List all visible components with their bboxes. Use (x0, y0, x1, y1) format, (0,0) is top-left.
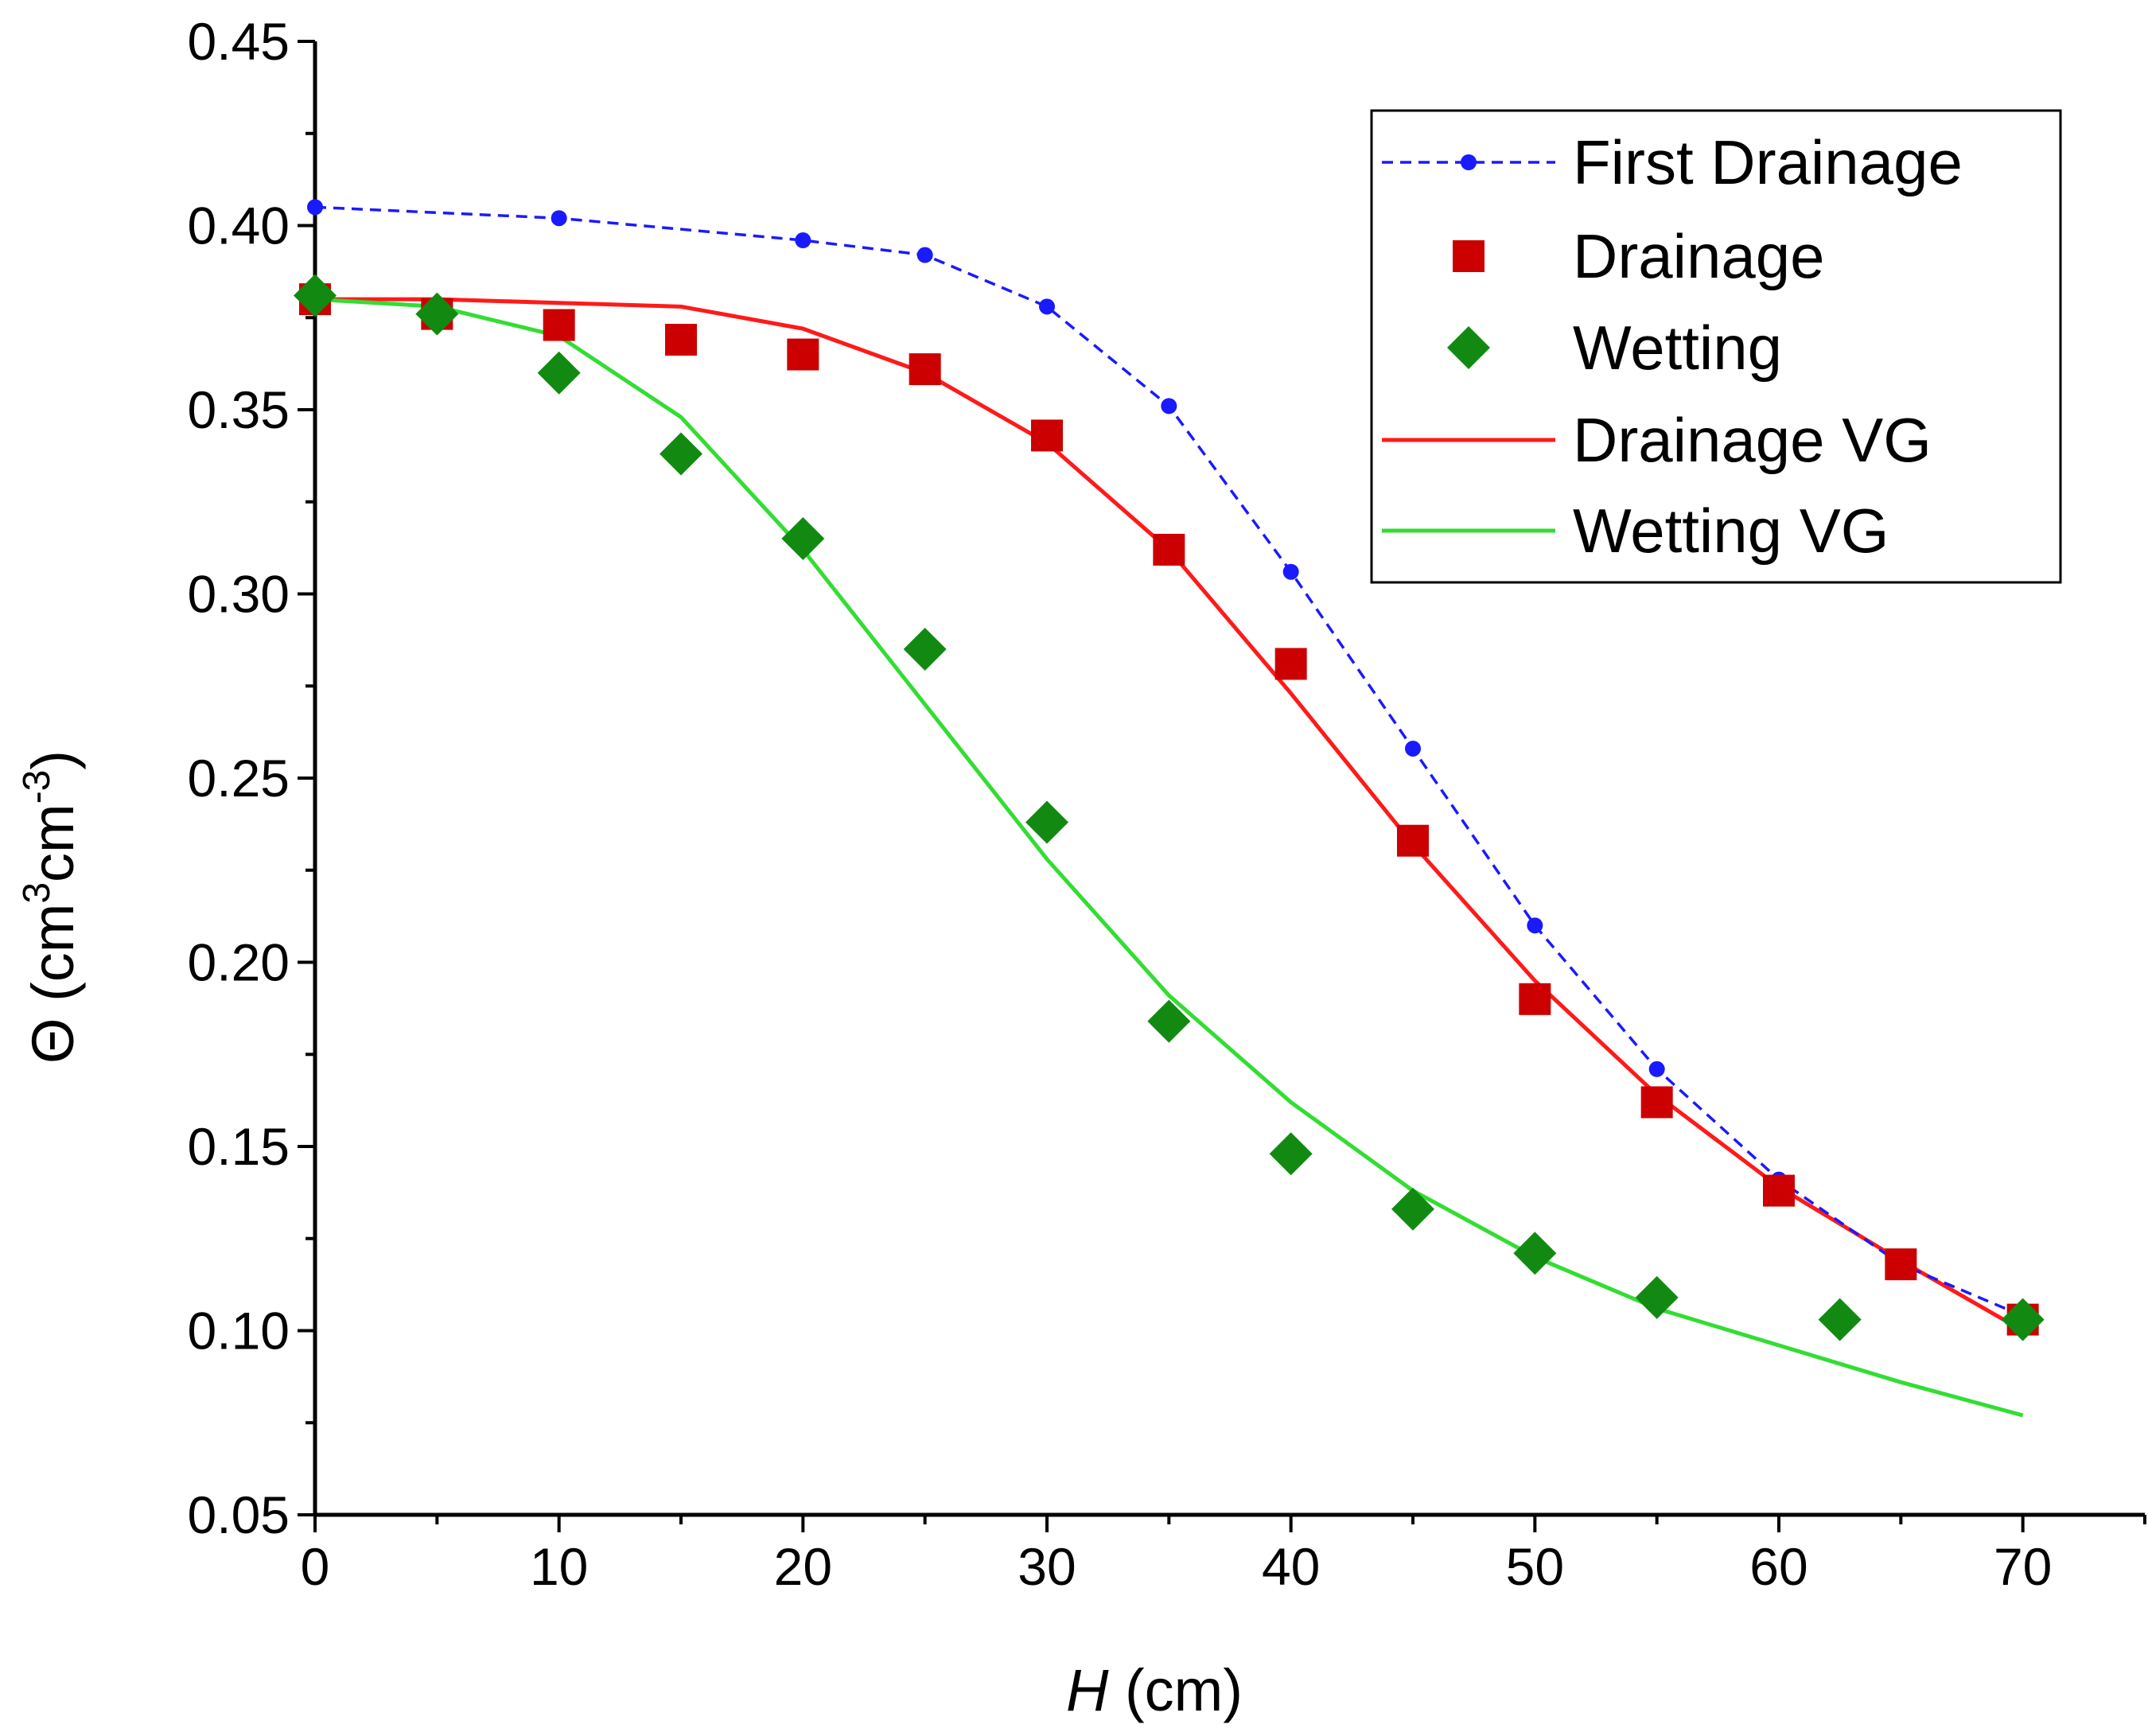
legend-label: Wetting VG (1573, 496, 1889, 566)
wetting-point (1391, 1187, 1434, 1231)
y-axis-label-end: ) (20, 750, 86, 770)
wetting-point (415, 292, 459, 336)
first-drainage-point (1282, 563, 1299, 580)
wetting-point (1025, 800, 1068, 844)
drainage-point (1640, 1086, 1673, 1119)
y-tick-label: 0.40 (188, 197, 290, 255)
drainage-point (787, 338, 819, 371)
drainage-point (1397, 824, 1429, 857)
x-tick-label: 60 (1749, 1537, 1808, 1596)
y-tick-label: 0.20 (188, 933, 290, 992)
y-tick-label: 0.30 (188, 565, 290, 624)
first-drainage-point (307, 199, 323, 216)
wetting-point (537, 351, 581, 395)
legend-drainage-marker (1453, 240, 1485, 272)
x-axis-variable: H (1066, 1657, 1109, 1723)
wetting-vg-line (314, 297, 2024, 1418)
legend-first-drainage-marker (1461, 154, 1477, 170)
first-drainage-point (1161, 398, 1177, 415)
wetting-point (1818, 1298, 1862, 1341)
drainage-point (909, 353, 941, 386)
x-tick-label: 40 (1262, 1537, 1320, 1596)
wetting-point (1147, 999, 1191, 1043)
drainage-point (665, 324, 697, 356)
y-axis-label-main: Θ (cm (20, 904, 86, 1064)
first-drainage-point (916, 247, 933, 263)
wetting-point (294, 274, 337, 317)
drainage-point (1519, 983, 1551, 1015)
drainage-point (1031, 419, 1063, 452)
legend-label: Drainage (1573, 221, 1825, 291)
legend-label: First Drainage (1573, 127, 1963, 197)
x-tick-label: 30 (1018, 1537, 1076, 1596)
first-drainage-point (551, 210, 567, 227)
x-tick-label: 0 (301, 1537, 330, 1596)
y-tick-label: 0.10 (188, 1302, 290, 1360)
y-tick-label: 0.45 (188, 12, 290, 71)
y-tick-label: 0.05 (188, 1485, 290, 1544)
legend: First Drainage Drainage Wetting Drainage VG… (1370, 109, 2062, 584)
first-drainage-point (1648, 1061, 1665, 1077)
legend-label: Drainage VG (1573, 405, 1932, 475)
y-axis-title: Θ (cm3cm-3) (16, 750, 86, 1064)
first-drainage-point (1039, 298, 1055, 315)
wetting-point (781, 517, 825, 561)
drainage-point (1274, 648, 1307, 680)
x-tick-label: 10 (530, 1537, 588, 1596)
wetting-point (1513, 1232, 1557, 1275)
x-tick-label: 50 (1506, 1537, 1564, 1596)
wetting-point (903, 627, 947, 671)
drainage-point (1885, 1248, 1917, 1281)
first-drainage-point (1527, 917, 1543, 934)
y-tick-label: 0.35 (188, 380, 290, 439)
drainage-point (1763, 1174, 1795, 1207)
x-tick-label: 20 (774, 1537, 832, 1596)
wetting-point (1269, 1132, 1313, 1176)
y-tick-label: 0.15 (188, 1117, 290, 1176)
x-axis-title: H (cm) (1066, 1657, 1243, 1723)
y-axis-label-sup2: -3 (16, 770, 58, 804)
y-axis-label-sup1: 3 (16, 882, 58, 904)
wetting-point (2001, 1298, 2045, 1341)
legend-label: Wetting (1573, 313, 1782, 383)
first-drainage-point (795, 232, 811, 249)
x-tick-label: 70 (1994, 1537, 2052, 1596)
y-axis-label-mid: cm (20, 804, 86, 882)
legend-wetting-marker (1447, 326, 1490, 369)
axes-group: 0 10 20 30 40 50 60 70 0.05 0.10 0.15 0.20 0.25 0.30 0… (188, 12, 2146, 1596)
first-drainage-point (1405, 740, 1421, 757)
wetting-point (660, 432, 702, 476)
wetting-point (1635, 1275, 1679, 1319)
y-tick-label: 0.25 (188, 749, 290, 808)
series-group (294, 199, 2045, 1418)
drainage-point (543, 309, 575, 341)
drainage-point (1153, 533, 1185, 566)
x-axis-unit: (cm) (1108, 1657, 1243, 1723)
